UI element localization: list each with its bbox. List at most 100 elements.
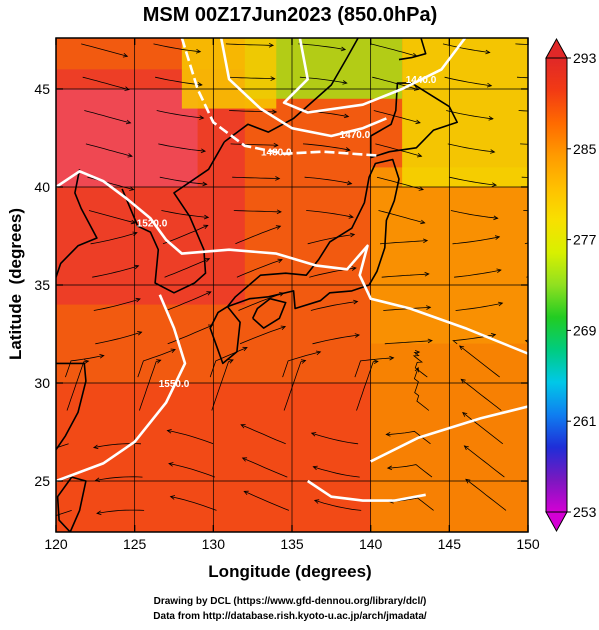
streamline xyxy=(95,331,143,345)
x-tick: 125 xyxy=(123,38,147,552)
streamline xyxy=(442,43,491,55)
streamline xyxy=(298,43,347,52)
streamline xyxy=(384,338,433,345)
grid-lines xyxy=(56,38,528,532)
streamline xyxy=(354,355,395,378)
colorbar-tick: 261 xyxy=(567,413,597,429)
height-contour: 1480.0 xyxy=(180,38,379,159)
height-contour: 1470.0 xyxy=(219,38,387,141)
streamline xyxy=(162,224,209,245)
streamline xyxy=(209,346,248,378)
coast-japan-hokkaido xyxy=(369,82,458,159)
colorbar-top-arrow xyxy=(545,37,568,59)
y-tick-label: 35 xyxy=(34,277,50,293)
streamline xyxy=(310,299,359,311)
streamline xyxy=(139,359,162,411)
colorbar-tick-label: 277 xyxy=(573,232,597,248)
streamlines xyxy=(56,42,528,517)
coast-china-south xyxy=(56,362,87,451)
colorbar-tick: 285 xyxy=(567,141,597,157)
streamline xyxy=(239,325,287,345)
y-tick-label: 25 xyxy=(34,473,50,489)
streamline xyxy=(449,176,498,187)
streamline xyxy=(165,291,212,311)
streamline xyxy=(460,378,502,411)
height-contours: 1440.0 1470.0 1480.0 1520.0 1550.0 xyxy=(56,38,528,502)
streamline xyxy=(156,110,205,120)
streamline xyxy=(82,76,130,91)
streamline xyxy=(92,264,140,278)
streamline xyxy=(386,464,433,478)
y-axis-label: Latitude (degrees) xyxy=(6,208,25,360)
streamline xyxy=(312,333,361,345)
x-tick-label: 125 xyxy=(123,536,147,552)
height-contour: 1550.0 xyxy=(56,294,190,483)
x-tick-label: 135 xyxy=(280,536,304,552)
streamline xyxy=(238,292,285,311)
streamline xyxy=(232,176,281,181)
coast-taiwan xyxy=(56,476,87,532)
streamline xyxy=(56,510,72,517)
streamline xyxy=(169,495,217,511)
streamline xyxy=(446,110,494,121)
streamline xyxy=(463,445,505,478)
streamline xyxy=(376,176,424,191)
streamline xyxy=(227,76,276,81)
footer-data-credit: Data from http://database.rish.kyoto-u.a… xyxy=(153,611,427,622)
streamline xyxy=(153,43,202,54)
streamline xyxy=(372,76,420,91)
streamline xyxy=(93,297,141,311)
height-contour xyxy=(306,479,426,502)
x-tick: 135 xyxy=(280,38,304,552)
streamline xyxy=(236,258,283,278)
streamline xyxy=(304,176,353,186)
streamline xyxy=(385,430,431,445)
height-contour xyxy=(370,405,528,463)
yellow-region-northeast xyxy=(402,38,528,187)
x-tick-label: 130 xyxy=(202,536,226,552)
streamline xyxy=(307,232,356,245)
axes: 120 125 130 135 140 145 150 25 30 35 40 45 xyxy=(34,38,540,552)
streamline xyxy=(65,354,105,378)
colorbar-tick: 277 xyxy=(567,232,597,248)
streamline xyxy=(452,235,501,245)
colorbar-tick-label: 253 xyxy=(573,504,597,520)
streamline xyxy=(412,350,428,378)
streamline xyxy=(56,443,69,449)
streamline xyxy=(282,350,322,378)
coast-sakhalin xyxy=(398,38,427,61)
x-tick-label: 145 xyxy=(438,536,462,552)
streamline xyxy=(373,110,421,125)
colorbar: 293 285 277 269 261 253 xyxy=(545,37,597,533)
colorbar-gradient xyxy=(545,57,568,513)
streamline xyxy=(233,209,282,215)
contour-label: 1480.0 xyxy=(261,148,292,159)
y-tick: 45 xyxy=(34,81,528,97)
x-tick: 130 xyxy=(202,38,226,552)
streamline xyxy=(85,143,133,158)
coast-russia xyxy=(223,38,359,143)
y-tick: 30 xyxy=(34,375,528,391)
streamline xyxy=(515,43,528,45)
x-tick-label: 140 xyxy=(359,536,383,552)
streamline xyxy=(81,43,129,58)
streamline xyxy=(166,429,214,445)
streamline xyxy=(243,490,290,511)
streamline xyxy=(455,301,504,311)
y-tick-label: 45 xyxy=(34,81,50,97)
streamline xyxy=(380,238,429,245)
streamline xyxy=(310,432,359,445)
colorbar-tick: 253 xyxy=(567,504,597,520)
streamline xyxy=(87,176,135,191)
streamline xyxy=(454,268,502,278)
streamline xyxy=(137,348,176,378)
contour-label: 1520.0 xyxy=(137,218,168,229)
x-tick-label: 120 xyxy=(44,536,68,552)
streamline xyxy=(458,345,500,378)
y-tick-label: 30 xyxy=(34,375,50,391)
streamline xyxy=(94,476,143,483)
x-axis-label: Longitude (degrees) xyxy=(208,562,371,581)
streamline xyxy=(356,359,379,411)
streamline xyxy=(230,142,279,148)
